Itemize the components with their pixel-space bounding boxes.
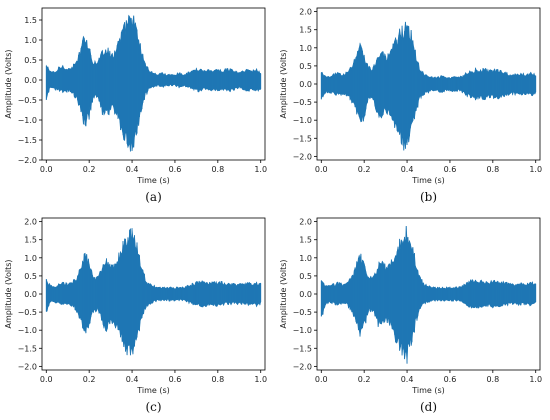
x-tick-label: 1.0 bbox=[529, 165, 542, 174]
y-tick-label: 2.0 bbox=[24, 218, 37, 227]
y-tick-label: 1.5 bbox=[299, 236, 312, 245]
y-tick-label: 2.0 bbox=[299, 8, 312, 17]
y-tick-label: 1.5 bbox=[24, 236, 37, 245]
x-tick-label: 0.0 bbox=[40, 375, 53, 384]
x-tick-label: 0.2 bbox=[358, 375, 371, 384]
x-tick-label: 0.0 bbox=[315, 375, 328, 384]
y-tick-label: −2.0 bbox=[18, 362, 37, 371]
y-tick-label: −1.0 bbox=[293, 326, 312, 335]
x-axis-label: Time (s) bbox=[136, 386, 170, 395]
chart-panel-b: 0.0 0.2 0.4 0.6 0.8 1.0 −2.0 −1.5 −1.0 −0.5 0.0 0.5… bbox=[275, 0, 550, 210]
chart-svg: 0.0 0.2 0.4 0.6 0.8 1.0 −2.0 −1.5 −1.0 −0.5 0.0 0.5… bbox=[4, 217, 267, 414]
y-tick-label: −1.5 bbox=[293, 344, 312, 353]
y-axis-label: Amplitude (Volts) bbox=[4, 259, 13, 328]
y-tick-label: 0.0 bbox=[24, 76, 37, 85]
y-tick-label: −0.5 bbox=[18, 308, 37, 317]
x-axis-label: Time (s) bbox=[411, 176, 445, 185]
chart-svg: 0.0 0.2 0.4 0.6 0.8 1.0 −2.0 −1.5 −1.0 −0.5 0.0 0.5… bbox=[4, 7, 267, 204]
figure-caption: (a) bbox=[145, 190, 162, 204]
y-tick-label: 1.5 bbox=[24, 16, 37, 25]
plot-frame bbox=[41, 7, 266, 161]
y-axis-label: Amplitude (Volts) bbox=[279, 49, 288, 118]
y-tick-label: 1.0 bbox=[24, 254, 37, 263]
x-tick-label: 0.0 bbox=[40, 165, 53, 174]
x-tick-label: 1.0 bbox=[254, 375, 267, 384]
y-tick-label: 1.0 bbox=[299, 254, 312, 263]
x-tick-label: 0.4 bbox=[126, 375, 139, 384]
y-tick-label: 1.0 bbox=[299, 44, 312, 53]
x-axis-label: Time (s) bbox=[136, 176, 170, 185]
x-tick-label: 0.2 bbox=[358, 165, 371, 174]
y-tick-label: 2.0 bbox=[299, 218, 312, 227]
y-tick-label: 0.0 bbox=[24, 290, 37, 299]
x-tick-label: 0.6 bbox=[169, 375, 182, 384]
y-tick-label: −0.5 bbox=[18, 96, 37, 105]
y-tick-label: 1.0 bbox=[24, 36, 37, 45]
waveform-texture bbox=[45, 228, 262, 356]
waveform-texture bbox=[45, 15, 262, 152]
y-tick-label: 0.5 bbox=[24, 56, 37, 65]
y-tick-label: −2.0 bbox=[18, 156, 37, 165]
x-tick-label: 0.0 bbox=[315, 165, 328, 174]
x-tick-label: 0.4 bbox=[126, 165, 139, 174]
x-tick-label: 0.8 bbox=[486, 375, 499, 384]
chart-panel-a: 0.0 0.2 0.4 0.6 0.8 1.0 −2.0 −1.5 −1.0 −0.5 0.0 0.5… bbox=[0, 0, 275, 210]
figure-caption: (d) bbox=[420, 400, 437, 414]
y-tick-label: −2.0 bbox=[293, 362, 312, 371]
x-tick-label: 0.6 bbox=[444, 375, 457, 384]
x-tick-label: 1.0 bbox=[529, 375, 542, 384]
x-axis-label: Time (s) bbox=[411, 386, 445, 395]
y-tick-label: −0.5 bbox=[293, 98, 312, 107]
chart-svg: 0.0 0.2 0.4 0.6 0.8 1.0 −2.0 −1.5 −1.0 −0.5 0.0 0.5… bbox=[279, 217, 542, 414]
x-tick-label: 0.4 bbox=[401, 375, 414, 384]
y-tick-label: −1.0 bbox=[18, 116, 37, 125]
y-tick-label: −1.5 bbox=[18, 136, 37, 145]
y-axis-label: Amplitude (Volts) bbox=[4, 49, 13, 118]
chart-svg: 0.0 0.2 0.4 0.6 0.8 1.0 −2.0 −1.5 −1.0 −0.5 0.0 0.5… bbox=[279, 7, 542, 204]
chart-panel-d: 0.0 0.2 0.4 0.6 0.8 1.0 −2.0 −1.5 −1.0 −0.5 0.0 0.5… bbox=[275, 210, 550, 420]
y-tick-label: −1.0 bbox=[18, 326, 37, 335]
x-tick-label: 1.0 bbox=[254, 165, 267, 174]
y-tick-label: −0.5 bbox=[293, 308, 312, 317]
x-tick-label: 0.8 bbox=[486, 165, 499, 174]
x-tick-label: 0.8 bbox=[211, 165, 224, 174]
y-axis-label: Amplitude (Volts) bbox=[279, 259, 288, 328]
y-tick-label: −2.0 bbox=[293, 152, 312, 161]
x-tick-label: 0.6 bbox=[169, 165, 182, 174]
x-tick-label: 0.2 bbox=[83, 375, 96, 384]
y-tick-label: −1.5 bbox=[18, 344, 37, 353]
x-tick-label: 0.4 bbox=[401, 165, 414, 174]
y-tick-label: 0.0 bbox=[299, 80, 312, 89]
y-tick-label: −1.0 bbox=[293, 116, 312, 125]
x-tick-label: 0.2 bbox=[83, 165, 96, 174]
waveform-texture bbox=[320, 21, 537, 151]
figure-caption: (b) bbox=[420, 190, 437, 204]
y-tick-label: 0.5 bbox=[24, 272, 37, 281]
y-tick-label: 1.5 bbox=[299, 26, 312, 35]
y-tick-label: 0.5 bbox=[299, 272, 312, 281]
chart-panel-c: 0.0 0.2 0.4 0.6 0.8 1.0 −2.0 −1.5 −1.0 −0.5 0.0 0.5… bbox=[0, 210, 275, 420]
figure-caption: (c) bbox=[145, 400, 161, 414]
x-tick-label: 0.6 bbox=[444, 165, 457, 174]
y-tick-label: 0.0 bbox=[299, 290, 312, 299]
y-tick-label: 0.5 bbox=[299, 62, 312, 71]
y-tick-label: −1.5 bbox=[293, 134, 312, 143]
x-tick-label: 0.8 bbox=[211, 375, 224, 384]
waveform-texture bbox=[320, 226, 537, 364]
